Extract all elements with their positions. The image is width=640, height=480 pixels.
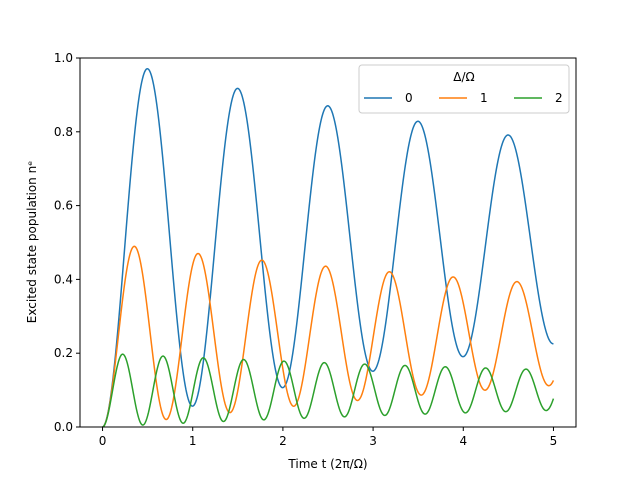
series-line-1 bbox=[102, 245, 555, 428]
x-tick-label: 1 bbox=[189, 434, 197, 448]
series-line-0 bbox=[102, 67, 554, 428]
y-axis-label: Excited state population nᵉ bbox=[25, 161, 39, 323]
x-tick-label: 5 bbox=[550, 434, 558, 448]
x-axis: 0 1 2 3 4 5 bbox=[99, 427, 558, 448]
x-axis-label: Time t (2π/Ω) bbox=[287, 457, 367, 471]
legend-label-0: 0 bbox=[405, 91, 413, 105]
x-tick-label: 4 bbox=[459, 434, 467, 448]
legend-label-2: 2 bbox=[555, 91, 563, 105]
x-tick-label: 2 bbox=[279, 434, 287, 448]
plot-lines bbox=[102, 67, 555, 428]
y-axis: 0.0 0.2 0.4 0.6 0.8 1.0 bbox=[54, 51, 80, 434]
legend-entries: 0 1 2 bbox=[364, 91, 563, 105]
y-tick-label: 1.0 bbox=[54, 51, 73, 65]
legend: Δ/Ω 0 1 2 bbox=[358, 64, 570, 114]
legend-frame bbox=[358, 64, 570, 114]
y-tick-label: 0.6 bbox=[54, 199, 73, 213]
y-tick-label: 0.4 bbox=[54, 272, 73, 286]
x-tick-label: 0 bbox=[99, 434, 107, 448]
y-tick-label: 0.2 bbox=[54, 346, 73, 360]
axes-frame bbox=[79, 57, 577, 428]
y-tick-label: 0.0 bbox=[54, 420, 73, 434]
legend-label-1: 1 bbox=[480, 91, 488, 105]
legend-title: Δ/Ω bbox=[453, 70, 474, 84]
y-tick-label: 0.8 bbox=[54, 125, 73, 139]
x-tick-label: 3 bbox=[369, 434, 377, 448]
series-line-2 bbox=[102, 353, 555, 428]
